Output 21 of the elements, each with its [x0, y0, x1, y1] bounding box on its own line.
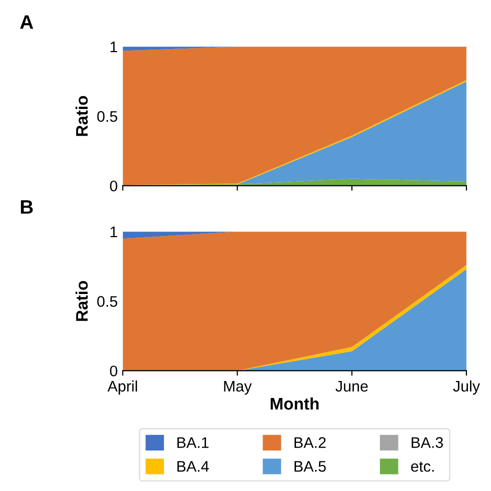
- y-tick-label: 1: [110, 226, 118, 238]
- y-tick-label: 0.5: [97, 111, 118, 122]
- x-tick-label: June: [336, 380, 368, 392]
- legend-label: BA.2: [294, 437, 326, 448]
- chart-title: A: [20, 15, 34, 29]
- x-axis-title: Month: [270, 397, 319, 410]
- legend-label: BA.1: [177, 437, 209, 448]
- legend-label: etc.: [411, 462, 434, 472]
- y-tick-label: 0.5: [97, 296, 118, 307]
- legend-label: BA.4: [177, 461, 209, 472]
- y-tick-label: 1: [110, 42, 118, 52]
- y-axis-title: Ratio: [76, 96, 88, 136]
- legend-label: BA.3: [412, 437, 443, 448]
- legend-label: BA.5: [294, 461, 326, 472]
- chart-title: B: [20, 200, 33, 214]
- y-tick-label: 0: [110, 366, 118, 376]
- y-tick-label: 0: [110, 180, 118, 192]
- x-tick-label: May: [224, 380, 252, 395]
- x-tick-label: April: [108, 380, 138, 395]
- y-axis-title: Ratio: [76, 280, 88, 321]
- x-tick-label: July: [453, 380, 480, 395]
